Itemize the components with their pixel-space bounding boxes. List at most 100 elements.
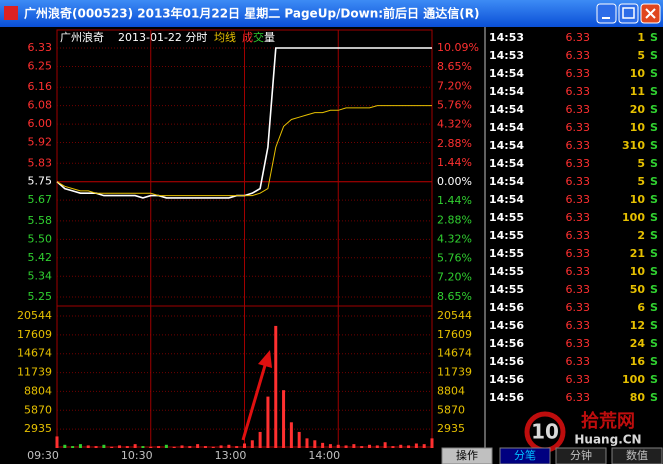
minimize-button[interactable] [596,3,617,24]
maximize-button[interactable] [618,3,639,24]
cell-volume: 5 [637,157,645,170]
cell-price: 6.33 [566,319,591,332]
cell-time: 14:55 [489,229,524,242]
watermark: 10 拾荒网 Huang.CN [524,410,642,453]
cell-time: 14:54 [489,121,524,134]
y-tick-label: 5.34 [28,269,53,282]
x-tick-label: 10:30 [121,449,153,462]
y-tick-label: 17609 [17,328,52,341]
volume-bar [63,444,67,448]
volume-bar [399,444,403,448]
cell-time: 14:54 [489,157,524,170]
volume-bar [391,446,395,448]
volume-bar [235,446,239,448]
close-icon [645,8,656,19]
cell-time: 14:55 [489,265,524,278]
y-tick-label: 5.75 [28,175,53,188]
cell-side: S [650,103,658,116]
volume-bar [258,431,262,448]
cell-price: 6.33 [566,31,591,44]
volume-bar [102,444,106,448]
y2-tick-label: 2935 [437,422,465,435]
y2-tick-label: 7.20% [437,79,472,92]
volume-bar [305,438,309,448]
volume-bar [203,446,207,448]
volume-bar [172,446,176,448]
volume-bar [328,444,332,448]
app-icon [4,6,18,20]
cell-time: 14:56 [489,355,524,368]
cell-price: 6.33 [566,175,591,188]
y-tick-label: 5.92 [28,136,53,149]
y2-tick-label: 7.20% [437,271,472,284]
cell-volume: 100 [622,211,645,224]
cell-time: 14:56 [489,337,524,350]
cell-price: 6.33 [566,103,591,116]
cell-volume: 310 [622,139,645,152]
tab-label: 分笔 [514,448,536,462]
cell-time: 14:56 [489,301,524,314]
y2-tick-label: 8804 [437,384,465,397]
cell-side: S [650,337,658,350]
cell-price: 6.33 [566,85,591,98]
cell-side: S [650,247,658,260]
cell-side: S [650,121,658,134]
volume-bar [164,444,168,448]
y2-tick-label: 17609 [437,328,472,341]
cell-time: 14:56 [489,391,524,404]
cell-side: S [650,283,658,296]
cell-price: 6.33 [566,373,591,386]
cell-time: 14:54 [489,139,524,152]
volume-bar [430,438,434,448]
y-tick-label: 6.00 [28,117,53,130]
cell-side: S [650,31,658,44]
cell-volume: 12 [630,319,645,332]
chart-subtitle: 2013-01-22 分时 [118,31,207,44]
volume-bar [336,444,340,448]
volume-bar [227,444,231,448]
volume-bar [55,436,59,448]
cell-side: S [650,157,658,170]
y-tick-label: 5.58 [28,214,53,227]
y2-tick-label: 1.44% [437,194,472,207]
y-tick-label: 5.25 [28,290,53,303]
volume-bar [360,446,364,448]
cell-time: 14:53 [489,31,524,44]
tab[interactable] [499,447,551,464]
cell-volume: 2 [637,229,645,242]
volume-bar [344,445,348,448]
cell-side: S [650,373,658,386]
cell-side: S [650,193,658,206]
legend-volume: 成交量 [242,30,275,44]
cell-price: 6.33 [566,301,591,314]
volume-bar [86,445,90,448]
tab-label: 分钟 [570,448,592,462]
tab[interactable] [441,447,493,464]
volume-bar [266,396,270,448]
cell-price: 6.33 [566,265,591,278]
y-tick-label: 2935 [24,422,52,435]
cell-time: 14:54 [489,103,524,116]
cell-price: 6.33 [566,49,591,62]
cell-price: 6.33 [566,247,591,260]
y2-tick-label: 4.32% [437,232,472,245]
volume-bar [219,445,223,448]
window-title: 广州浪奇(000523) 2013年01月22日 星期二 PageUp/Down… [24,6,479,21]
legend-avg: 均线 [214,30,236,44]
cell-time: 14:54 [489,175,524,188]
volume-bar [157,446,161,448]
cell-side: S [650,211,658,224]
tab[interactable] [555,447,607,464]
cell-volume: 50 [630,283,646,296]
cell-volume: 16 [630,355,646,368]
cell-price: 6.33 [566,121,591,134]
volume-bar [71,446,75,448]
volume-bar [383,442,387,448]
y-tick-label: 20544 [17,309,52,322]
cell-price: 6.33 [566,337,591,350]
cell-time: 14:56 [489,373,524,386]
title-bar [0,0,663,27]
tab[interactable] [611,447,663,464]
